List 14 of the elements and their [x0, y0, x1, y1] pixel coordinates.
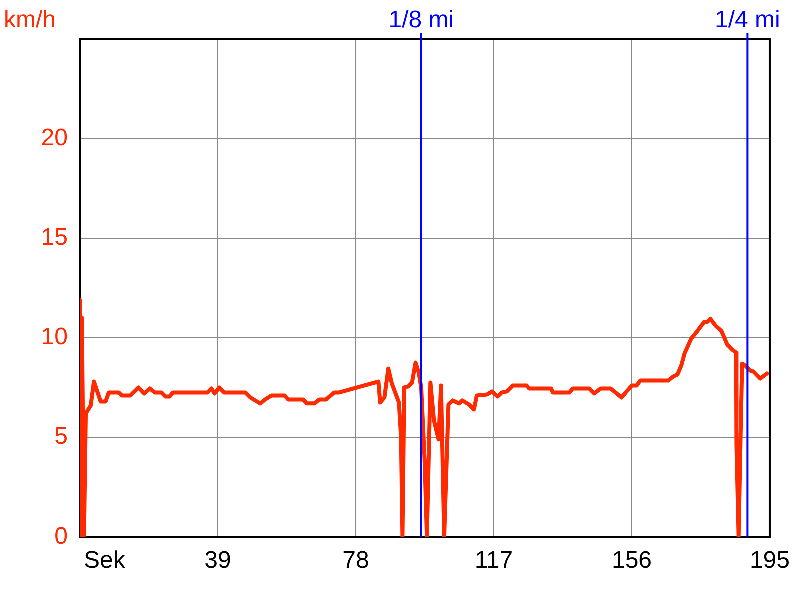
y-tick-label: 15 [41, 224, 68, 251]
x-tick-label: 78 [342, 547, 370, 574]
ref-line-label: 1/4 mi [715, 6, 780, 34]
y-tick-label: 5 [54, 423, 68, 450]
x-tick-label: 117 [474, 547, 514, 574]
y-tick-label: 0 [54, 522, 68, 550]
y-axis-title: km/h [4, 6, 56, 34]
y-tick-label: 20 [41, 124, 68, 152]
x-tick-label: 156 [612, 547, 652, 574]
x-axis-title: Sek [84, 546, 126, 574]
ref-line-label: 1/8 mi [388, 6, 454, 34]
x-tick-label: 195 [750, 547, 790, 574]
x-tick-label: 39 [204, 547, 232, 574]
y-tick-label: 10 [41, 324, 68, 351]
